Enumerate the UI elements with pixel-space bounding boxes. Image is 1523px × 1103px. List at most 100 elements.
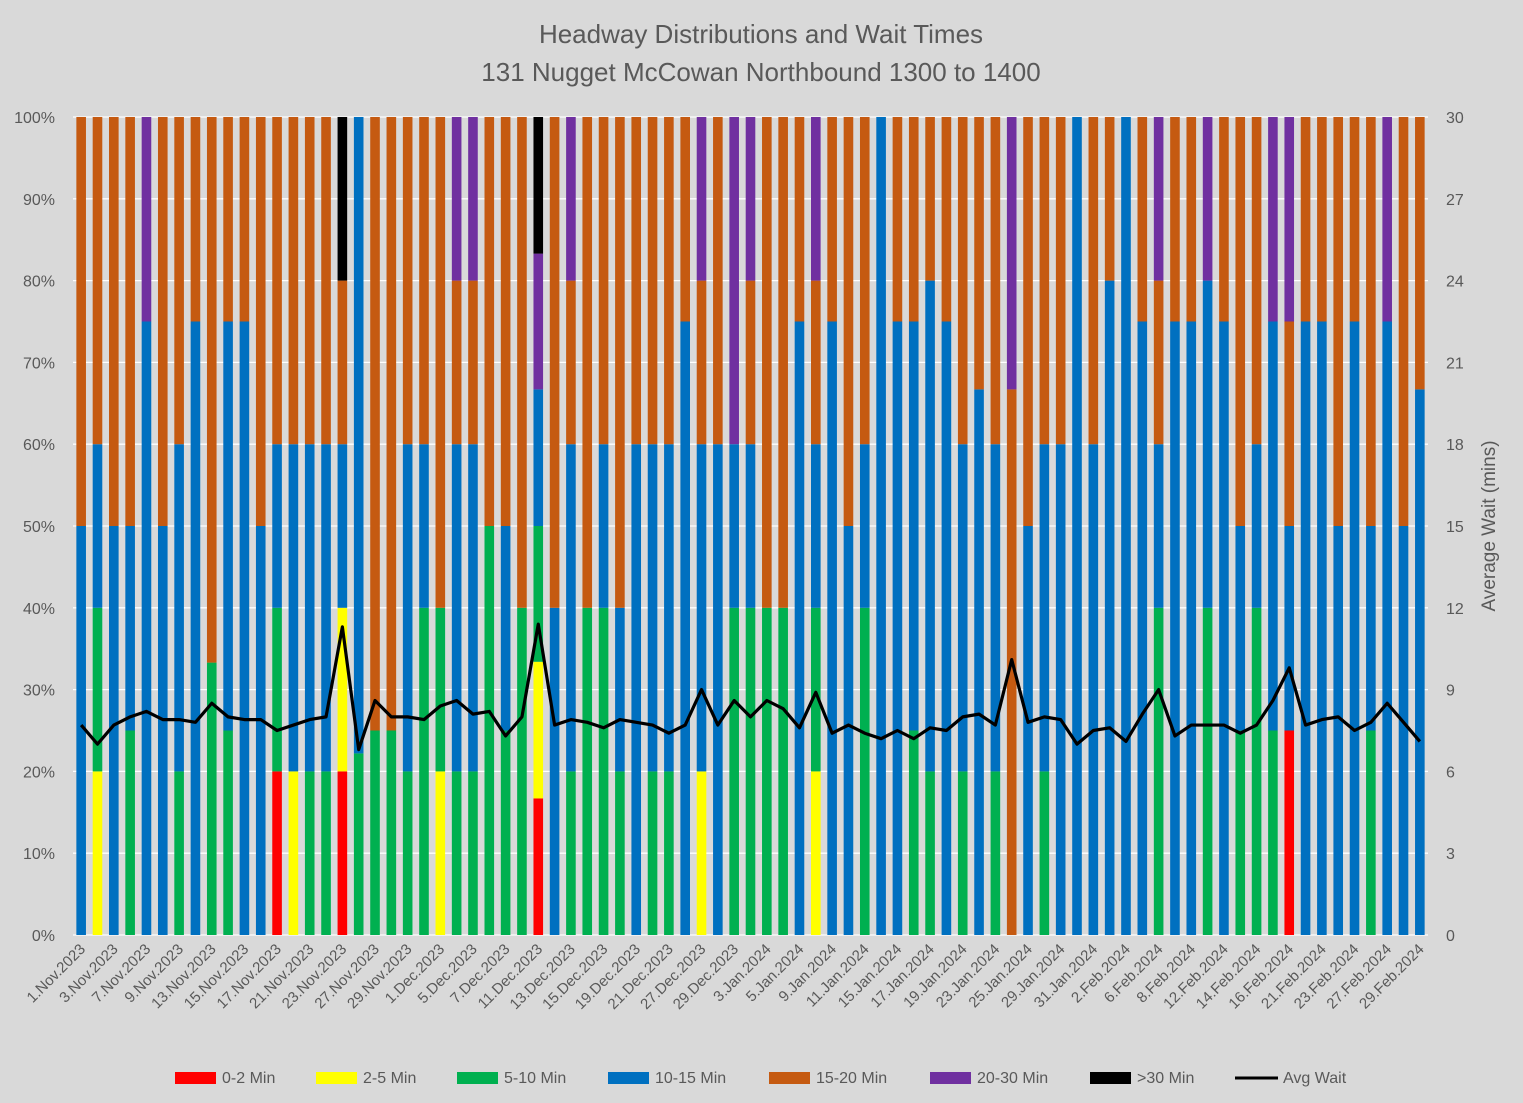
bar-stack (582, 117, 593, 935)
bar-stack (762, 117, 772, 935)
bar-segment-15-20-min (598, 117, 609, 445)
y-tick-label: 100% (14, 110, 55, 127)
y2-tick-label: 24 (1446, 274, 1464, 291)
bar-segment-15-20-min (990, 117, 1001, 445)
bar-segment-20-30-min (1202, 117, 1213, 281)
bar-segment-15-20-min (974, 117, 984, 390)
legend-item: 2-5 Min (316, 1070, 416, 1087)
bar-segment-10-15-min (713, 444, 723, 935)
bar-segment-5-10-min (566, 771, 576, 935)
bar-segment--30-min (533, 117, 544, 254)
bar-segment-5-10-min (908, 730, 919, 935)
bar-stack (1268, 117, 1278, 935)
bar-segment-10-15-min (794, 321, 805, 935)
bar-stack (321, 117, 331, 935)
legend: 0-2 Min 2-5 Min 5-10 Min 10-15 Min 15-20 Min… (175, 1070, 1347, 1087)
bar-stack (827, 117, 837, 935)
bar-segment-10-15-min (1415, 389, 1425, 935)
bar-segment-15-20-min (1153, 280, 1164, 445)
bar-segment-5-10-min (811, 607, 821, 772)
bar-stack (1219, 117, 1229, 935)
bar-segment-20-30-min (696, 117, 707, 281)
bar-stack (1153, 117, 1164, 935)
bar-segment-15-20-min (157, 117, 168, 526)
bar-segment-15-20-min (908, 117, 919, 322)
bar-segment-15-20-min (109, 117, 119, 526)
bar-segment-15-20-min (696, 280, 707, 445)
bar-segment-0-2-min (272, 771, 282, 935)
bar-stack (288, 117, 299, 935)
bar-segment-15-20-min (386, 117, 397, 731)
bar-segment-15-20-min (288, 117, 299, 445)
avg-wait-polyline (79, 622, 1422, 752)
bar-segment-10-15-min (941, 321, 952, 935)
y2-tick-label: 30 (1446, 110, 1464, 127)
bar-stack (990, 117, 1001, 935)
bar-stack (1186, 117, 1197, 935)
bar-stack (174, 117, 184, 935)
bar-segment-5-10-min (745, 607, 756, 935)
y2-tick-label: 0 (1446, 928, 1455, 945)
bar-segment-10-15-min (353, 117, 364, 754)
bar-segment-5-10-min (386, 730, 397, 935)
bar-segment-0-2-min (337, 771, 348, 935)
legend-label: >30 Min (1137, 1070, 1194, 1087)
bar-stack (1121, 117, 1131, 935)
bar-stack (239, 117, 250, 935)
bar-stack (1055, 117, 1066, 935)
bar-segment-5-10-min (762, 607, 772, 935)
bar-segment-15-20-min (1317, 117, 1327, 322)
avg-wait-line (79, 622, 1422, 752)
bar-segment-20-30-min (1382, 117, 1392, 322)
bar-segment-10-15-min (288, 444, 299, 772)
bar-segment-15-20-min (827, 117, 837, 322)
bar-segment-5-10-min (402, 771, 413, 935)
bar-stack (1251, 117, 1262, 935)
y2-tick-label: 3 (1446, 846, 1455, 863)
bar-segment-10-15-min (1251, 444, 1262, 608)
legend-label: Avg Wait (1283, 1070, 1347, 1087)
bar-segment-10-15-min (321, 444, 331, 772)
bar-segment-20-30-min (451, 117, 462, 281)
bar-segment-15-20-min (92, 117, 103, 445)
legend-item: 5-10 Min (457, 1070, 566, 1087)
legend-label: 0-2 Min (222, 1070, 275, 1087)
bar-segment-5-10-min (957, 771, 968, 935)
bar-segment-10-15-min (680, 321, 690, 935)
bar-segment-15-20-min (1235, 117, 1246, 526)
bar-segment-15-20-min (370, 117, 380, 731)
left-axis-ticks: 0% 10% 20% 30% 40% 50% 60% 70% 80% 90% 100% (14, 110, 55, 945)
bar-segment-10-15-min (566, 444, 576, 772)
y-tick-label: 50% (23, 519, 55, 536)
bar-segment-5-10-min (647, 771, 658, 935)
bar-segment-15-20-min (957, 117, 968, 445)
bar-segment-10-15-min (1072, 117, 1082, 935)
bar-segment-20-30-min (1284, 117, 1295, 322)
bar-stack (1398, 117, 1409, 935)
bar-segment-15-20-min (647, 117, 658, 445)
bar-segment-10-15-min (1284, 526, 1295, 731)
bar-segment-5-10-min (223, 730, 233, 935)
bar-segment-5-10-min (304, 771, 315, 935)
bar-segment-10-15-min (468, 444, 478, 772)
bar-segment-15-20-min (1039, 117, 1050, 445)
bar-segment-0-2-min (1284, 730, 1295, 935)
bar-segment-5-10-min (664, 771, 674, 935)
bar-stack (908, 117, 919, 935)
bar-segment-10-15-min (92, 444, 103, 608)
bar-segment-10-15-min (255, 526, 266, 935)
right-axis-ticks: 0 3 6 9 12 15 18 21 24 27 30 (1446, 110, 1464, 945)
y-tick-label: 80% (23, 274, 55, 291)
bar-segment-20-30-min (1006, 117, 1017, 390)
bar-segment-5-10-min (272, 607, 282, 772)
bar-segment-10-15-min (141, 321, 152, 935)
bar-segment-10-15-min (615, 607, 625, 772)
bar-segment-10-15-min (1170, 321, 1180, 935)
bar-segment-10-15-min (908, 321, 919, 731)
bar-stack (876, 117, 886, 935)
bar-segment-15-20-min (1023, 117, 1033, 526)
legend-swatch (175, 1072, 216, 1084)
bar-segment-15-20-min (778, 117, 788, 608)
y2-tick-label: 12 (1446, 601, 1464, 618)
